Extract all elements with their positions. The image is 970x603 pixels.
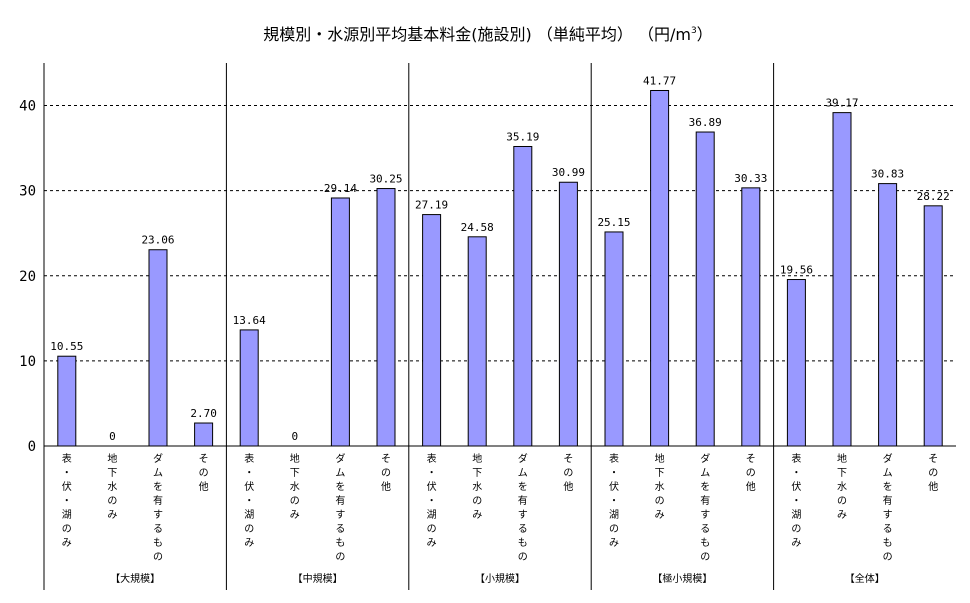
data-label: 35.19 [506, 130, 539, 143]
bar [376, 188, 396, 447]
category-label: その他 [746, 453, 756, 493]
y-tick-label: 10 [19, 354, 36, 370]
bar [330, 197, 350, 447]
bar [558, 181, 578, 447]
category-label: ダムを有するもの [883, 452, 893, 563]
category-label: ダムを有するもの [153, 452, 163, 563]
group-label: 【大規模】 [110, 572, 160, 585]
data-labels: 10.55 0 23.06 2.70 13.64 0 29.14 30.25 27.19 24.5… [50, 74, 950, 443]
data-label: 30.99 [552, 166, 585, 179]
data-label: 27.19 [415, 199, 448, 212]
category-label: その他 [199, 453, 209, 493]
bar [467, 236, 487, 447]
group-label: 【中規模】 [293, 572, 343, 585]
data-label: 13.64 [233, 314, 266, 327]
y-tick-label: 30 [19, 184, 36, 200]
group-label: 【全体】 [845, 572, 885, 585]
group-label: 【小規模】 [475, 573, 525, 585]
y-tick-label: 40 [19, 99, 36, 115]
data-label: 28.22 [917, 190, 950, 203]
data-label: 36.89 [689, 116, 722, 129]
category-label: 表・伏・湖のみ [427, 452, 437, 549]
data-label: 30.25 [369, 173, 402, 186]
data-label: 39.17 [825, 97, 858, 110]
bar [741, 187, 761, 447]
y-tick-label: 20 [19, 269, 36, 285]
bars [57, 89, 943, 447]
gridlines [44, 105, 956, 362]
data-label: 0 [109, 430, 116, 443]
category-label: その他 [928, 453, 938, 493]
bar [878, 183, 898, 447]
bar [148, 249, 168, 447]
category-label: 地下水のみ [472, 452, 482, 521]
chart-title: 規模別・水源別平均基本料金(施設別) （単純平均） （円/m3） [263, 25, 712, 44]
bar [422, 214, 442, 447]
bar [57, 355, 77, 447]
axes: 0 10 20 30 40 [19, 63, 956, 590]
data-label: 0 [291, 430, 298, 443]
bar [194, 422, 214, 447]
category-label: 表・伏・湖のみ [609, 452, 619, 549]
category-label: 表・伏・湖のみ [62, 452, 72, 549]
bar [239, 329, 259, 447]
bar [695, 131, 715, 447]
data-label: 2.70 [190, 407, 217, 420]
group-label: 【極小規模】 [652, 572, 712, 585]
category-label: ダムを有するもの [700, 452, 710, 563]
category-label: 表・伏・湖のみ [244, 452, 254, 549]
category-label: ダムを有するもの [335, 452, 345, 563]
data-label: 30.33 [734, 172, 767, 185]
y-tick-label: 0 [28, 439, 36, 455]
data-label: 25.15 [597, 216, 630, 229]
category-label: その他 [563, 453, 573, 493]
bar [513, 145, 533, 447]
category-label: 地下水のみ [290, 452, 300, 521]
bar [832, 112, 852, 447]
bar [604, 231, 624, 447]
data-label: 30.83 [871, 168, 904, 181]
category-label: 表・伏・湖のみ [791, 452, 801, 549]
category-label: ダムを有するもの [518, 452, 528, 563]
bar [650, 89, 670, 447]
data-label: 19.56 [780, 264, 813, 277]
category-label: 地下水のみ [107, 452, 117, 521]
data-label: 24.58 [461, 221, 494, 234]
category-label: 地下水のみ [655, 452, 665, 521]
category-label: その他 [381, 453, 391, 493]
data-label: 23.06 [141, 234, 174, 247]
data-label: 29.14 [324, 182, 357, 195]
data-label: 10.55 [50, 340, 83, 353]
category-label: 地下水のみ [837, 452, 847, 521]
bar [923, 205, 943, 447]
category-labels: 表・伏・湖のみ 地下水のみ ダムを有するもの その他【大規模】 表・伏・湖のみ 地下水のみ… [62, 452, 938, 585]
data-label: 41.77 [643, 74, 676, 87]
bar [786, 279, 806, 447]
